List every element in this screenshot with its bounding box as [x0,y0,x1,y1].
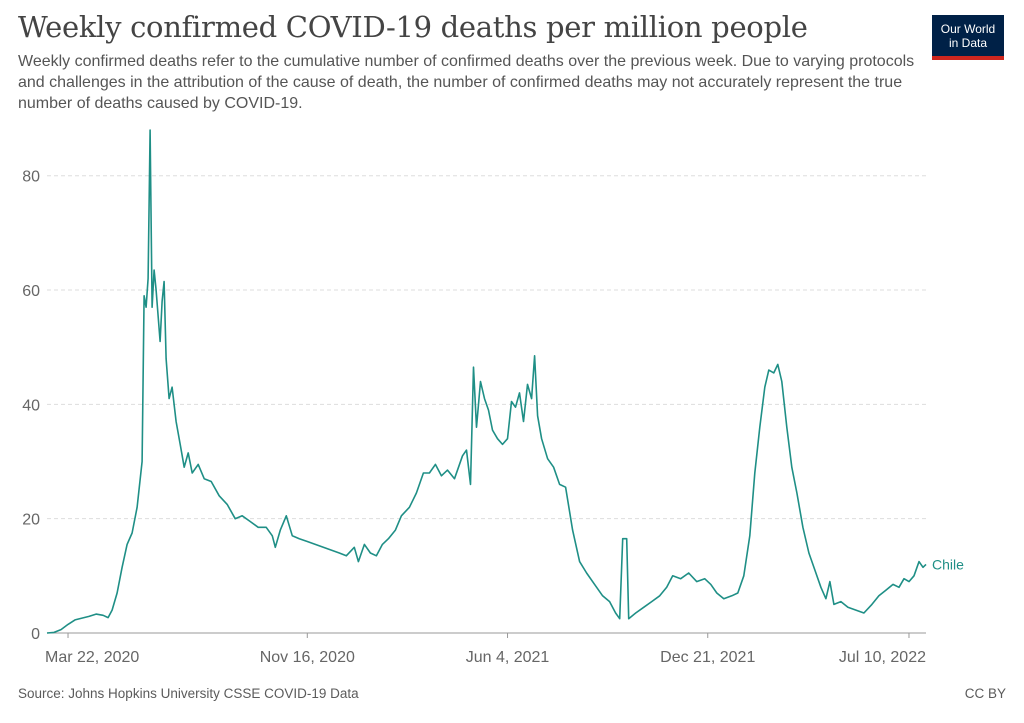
gridlines [47,175,926,520]
series-layer: Chile [46,129,964,634]
x-tick-label: Nov 16, 2020 [260,649,355,666]
y-tick-label: 0 [31,626,40,643]
x-tick-label: Jun 4, 2021 [466,649,550,666]
x-axis: Mar 22, 2020 Nov 16, 2020 Jun 4, 2021 Dec 2… [45,632,926,666]
license-link[interactable]: CC BY [964,686,1006,701]
line-chart: 0 20 40 60 80 Mar 22, 2020 Nov 16, 2020 Jun 4,… [22,129,964,666]
chart-subtitle: Weekly confirmed deaths refer to the cum… [18,53,915,112]
series-label-chile: Chile [932,556,964,572]
x-tick-label: Mar 22, 2020 [45,649,139,666]
y-tick-label: 20 [22,512,40,529]
chart-title: Weekly confirmed COVID-19 deaths per mil… [18,10,808,44]
series-line-chile [46,129,927,634]
logo-line-1: Our World [940,22,996,36]
x-tick-label: Jul 10, 2022 [839,649,926,666]
x-tick-label: Dec 21, 2021 [660,649,755,666]
y-tick-label: 80 [22,169,40,186]
source-note[interactable]: Source: Johns Hopkins University CSSE CO… [18,686,359,701]
owid-logo[interactable]: Our World in Data [932,15,1004,60]
logo-line-2: in Data [948,36,988,50]
y-axis-ticks: 0 20 40 60 80 [22,169,40,643]
y-tick-label: 40 [22,397,40,414]
y-tick-label: 60 [22,283,40,300]
